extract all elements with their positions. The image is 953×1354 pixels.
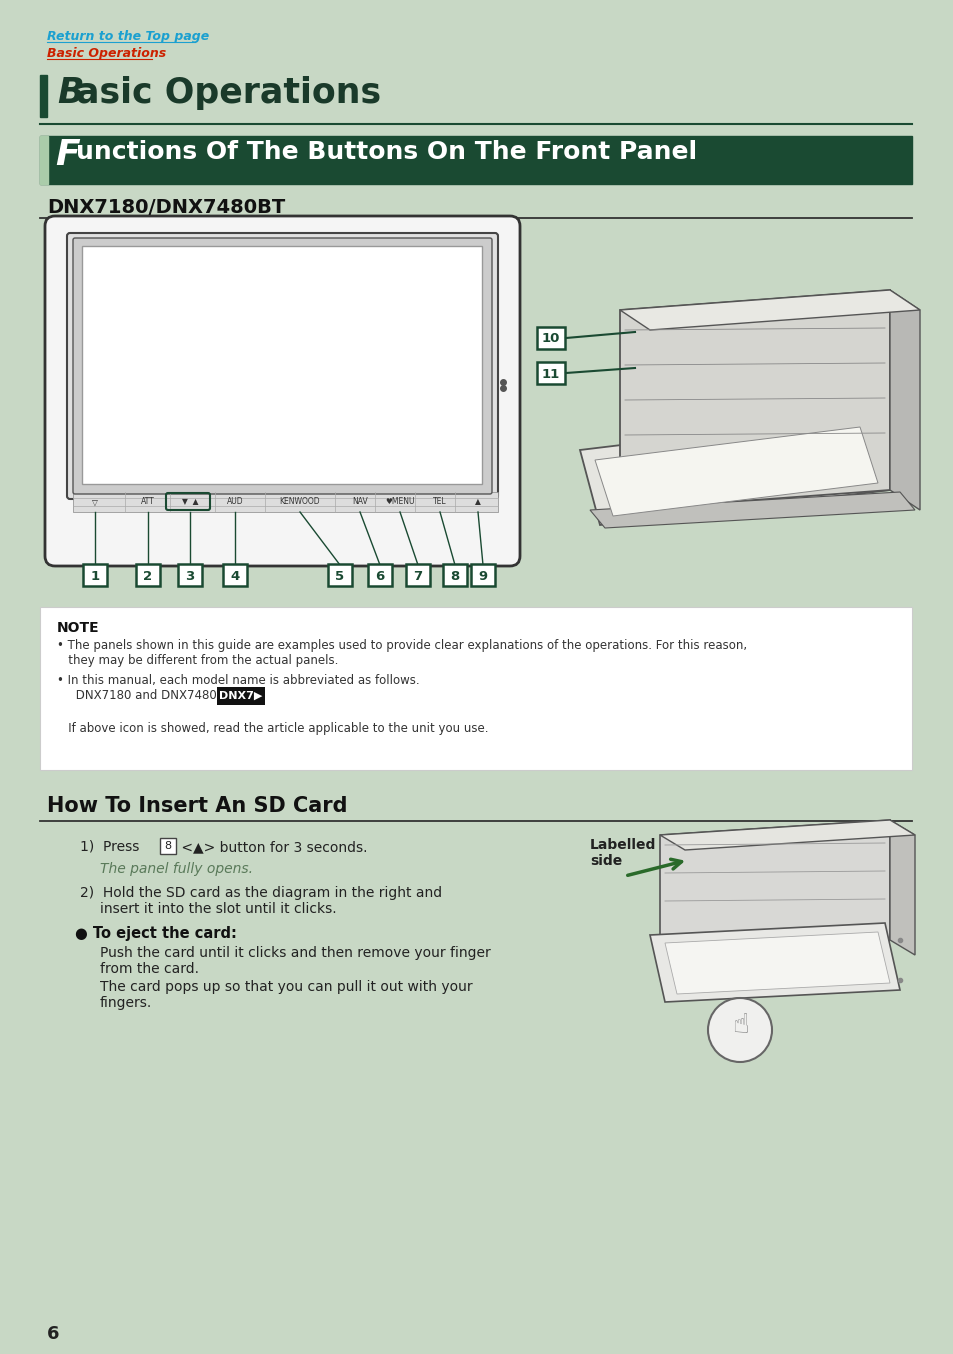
Bar [40, 135, 48, 184]
Text: DNX7▶: DNX7▶ [219, 691, 262, 701]
Text: KENWOOD: KENWOOD [279, 497, 320, 506]
Text: from the card.: from the card. [100, 961, 199, 976]
Text: <▲> button for 3 seconds.: <▲> button for 3 seconds. [177, 839, 367, 854]
FancyBboxPatch shape [442, 565, 467, 586]
Text: fingers.: fingers. [100, 997, 152, 1010]
Text: insert it into the slot until it clicks.: insert it into the slot until it clicks. [100, 902, 336, 917]
Polygon shape [649, 923, 899, 1002]
Text: ☝: ☝ [731, 1011, 748, 1039]
Text: 7: 7 [413, 570, 422, 582]
Polygon shape [619, 290, 889, 510]
Text: TEL: TEL [433, 497, 446, 506]
FancyBboxPatch shape [178, 565, 202, 586]
FancyBboxPatch shape [328, 565, 352, 586]
Text: 3: 3 [185, 570, 194, 582]
Text: 1)  Press: 1) Press [80, 839, 144, 854]
Text: Basic Operations: Basic Operations [47, 47, 166, 60]
Bar [40, 135, 911, 184]
Text: ▽: ▽ [92, 497, 98, 506]
Text: 2: 2 [143, 570, 152, 582]
FancyBboxPatch shape [216, 686, 265, 705]
Text: F: F [55, 138, 79, 172]
Text: B: B [57, 76, 84, 110]
Text: DNX7180/DNX7480BT: DNX7180/DNX7480BT [47, 198, 285, 217]
Polygon shape [664, 932, 889, 994]
Text: Return to the Top page: Return to the Top page [47, 30, 209, 43]
Text: 11: 11 [541, 367, 559, 380]
Polygon shape [579, 414, 889, 525]
Text: • The panels shown in this guide are examples used to provide clear explanations: • The panels shown in this guide are exa… [57, 639, 746, 653]
Bar [73, 492, 497, 512]
Text: ♥MENU: ♥MENU [385, 497, 415, 506]
Text: Labelled
side: Labelled side [589, 838, 656, 868]
Text: 8: 8 [450, 570, 459, 582]
Text: Push the card until it clicks and then remove your finger: Push the card until it clicks and then r… [100, 946, 490, 960]
FancyBboxPatch shape [67, 233, 497, 500]
Text: 6: 6 [375, 570, 384, 582]
Text: 5: 5 [335, 570, 344, 582]
Text: 8: 8 [164, 841, 172, 852]
Text: they may be different from the actual panels.: they may be different from the actual pa… [57, 654, 338, 668]
Text: ▼  ▲: ▼ ▲ [182, 497, 198, 506]
Polygon shape [889, 290, 919, 510]
FancyBboxPatch shape [160, 838, 175, 854]
Text: 2)  Hold the SD card as the diagram in the right and: 2) Hold the SD card as the diagram in th… [80, 886, 441, 900]
Text: The card pops up so that you can pull it out with your: The card pops up so that you can pull it… [100, 980, 472, 994]
FancyBboxPatch shape [223, 565, 247, 586]
Text: AUD: AUD [227, 497, 243, 506]
FancyBboxPatch shape [537, 362, 564, 385]
Circle shape [707, 998, 771, 1062]
Text: 1: 1 [91, 570, 99, 582]
Polygon shape [659, 821, 889, 955]
FancyBboxPatch shape [368, 565, 392, 586]
Text: ▲: ▲ [475, 497, 480, 506]
Polygon shape [619, 290, 919, 330]
Text: 10: 10 [541, 333, 559, 345]
FancyBboxPatch shape [45, 217, 519, 566]
FancyBboxPatch shape [136, 565, 160, 586]
Text: ATT: ATT [141, 497, 154, 506]
Bar [40, 74, 47, 116]
FancyBboxPatch shape [83, 565, 107, 586]
FancyBboxPatch shape [73, 238, 492, 494]
Bar [40, 607, 911, 770]
Text: • In this manual, each model name is abbreviated as follows.: • In this manual, each model name is abb… [57, 674, 419, 686]
FancyBboxPatch shape [537, 328, 564, 349]
Text: 6: 6 [47, 1326, 59, 1343]
Text: 4: 4 [230, 570, 239, 582]
Text: 9: 9 [478, 570, 487, 582]
Text: If above icon is showed, read the article applicable to the unit you use.: If above icon is showed, read the articl… [57, 722, 488, 735]
Polygon shape [889, 821, 914, 955]
Text: How To Insert An SD Card: How To Insert An SD Card [47, 796, 347, 816]
Bar [82, 246, 481, 483]
FancyBboxPatch shape [471, 565, 495, 586]
Text: asic Operations: asic Operations [76, 76, 381, 110]
Text: unctions Of The Buttons On The Front Panel: unctions Of The Buttons On The Front Pan… [76, 139, 697, 164]
Text: The panel fully opens.: The panel fully opens. [100, 862, 253, 876]
Text: ● To eject the card:: ● To eject the card: [75, 926, 236, 941]
Text: DNX7180 and DNX7480BT:: DNX7180 and DNX7480BT: [57, 689, 238, 701]
Polygon shape [589, 492, 914, 528]
Polygon shape [595, 427, 877, 516]
Text: NOTE: NOTE [57, 621, 99, 635]
Text: NAV: NAV [352, 497, 368, 506]
FancyBboxPatch shape [406, 565, 430, 586]
Polygon shape [659, 821, 914, 850]
